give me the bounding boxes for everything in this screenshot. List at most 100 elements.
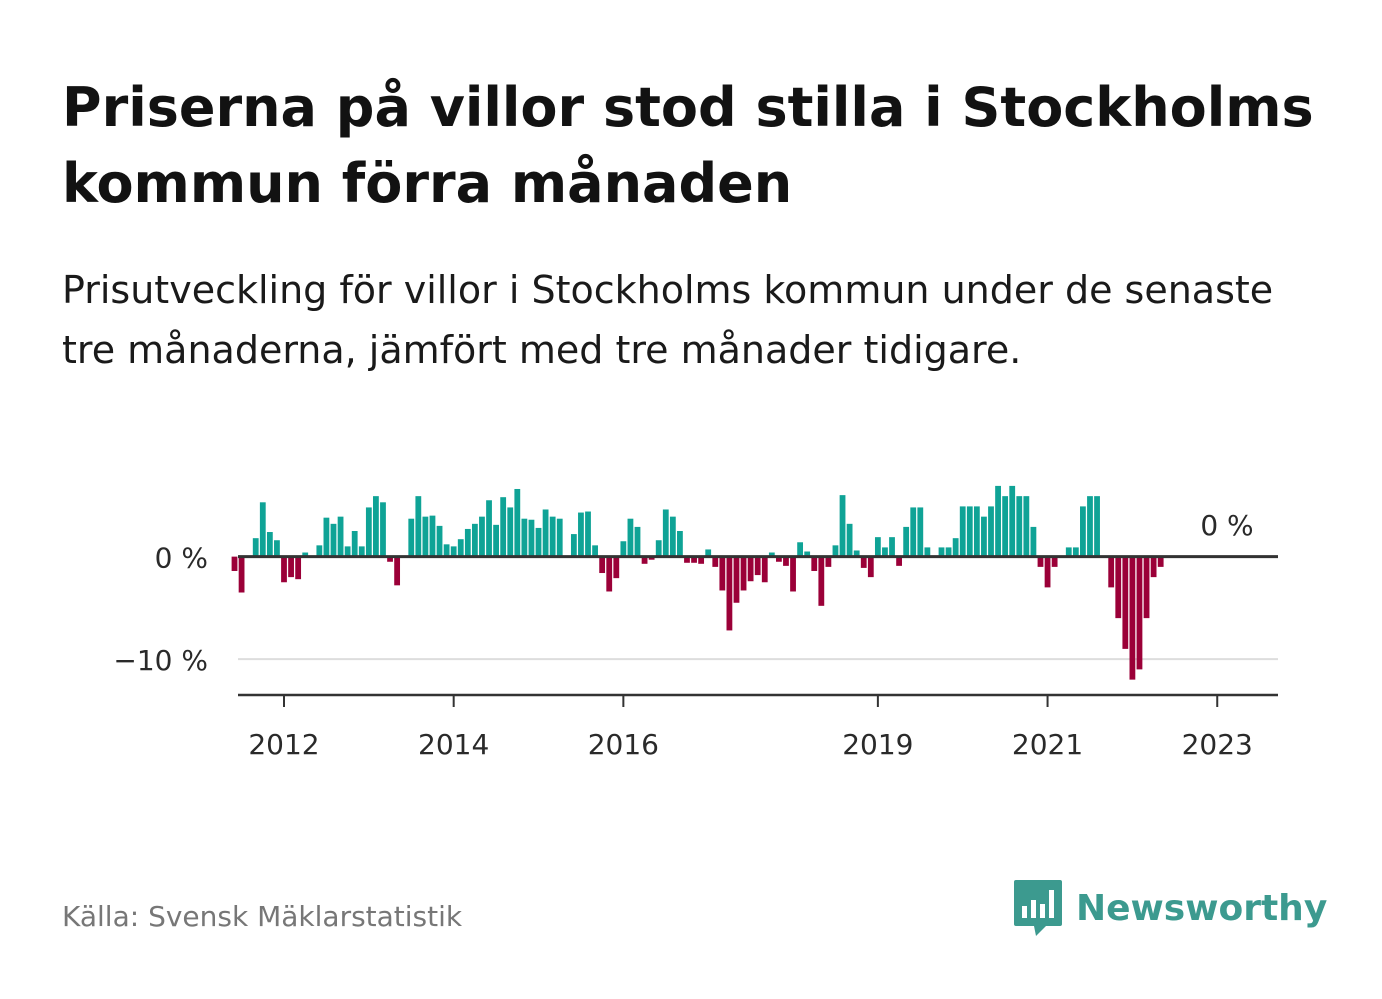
bar <box>443 544 450 557</box>
bar <box>1087 496 1093 557</box>
bar <box>1115 556 1122 619</box>
bar <box>408 518 415 557</box>
bar <box>528 519 535 557</box>
bar <box>1044 556 1051 588</box>
bar <box>1150 556 1157 578</box>
bar <box>274 540 280 557</box>
bar <box>288 556 294 578</box>
bar <box>719 556 726 591</box>
bar <box>867 556 874 578</box>
bar <box>776 556 782 562</box>
bar <box>570 534 577 557</box>
bar <box>471 523 478 557</box>
bar <box>344 546 351 557</box>
x-axis-labels: 2012 2014 2016 2019 2021 2023 <box>248 695 1253 761</box>
bar <box>521 518 528 557</box>
bar <box>726 556 733 631</box>
bar <box>846 523 853 557</box>
bar <box>938 547 945 557</box>
bar <box>1108 556 1115 588</box>
bar <box>415 496 422 557</box>
x-tick-label: 2019 <box>842 728 913 761</box>
bar <box>1002 496 1009 557</box>
bar <box>1037 556 1044 567</box>
bar <box>302 552 309 557</box>
bar <box>988 506 994 557</box>
brand-name: Newsworthy <box>1076 887 1328 929</box>
bar <box>804 551 811 557</box>
bar <box>860 556 867 568</box>
bar <box>1009 485 1016 557</box>
bar <box>549 516 556 557</box>
bar <box>839 495 846 557</box>
bar <box>677 531 683 557</box>
bar <box>783 556 789 566</box>
bar <box>599 556 606 574</box>
bar <box>889 537 895 557</box>
bar <box>323 517 330 557</box>
bar <box>655 540 662 557</box>
bar <box>1065 547 1072 557</box>
bar <box>507 507 514 557</box>
bar <box>790 556 796 592</box>
bar <box>684 556 690 563</box>
bar <box>981 516 987 557</box>
bar <box>1157 556 1164 567</box>
bar <box>698 556 705 564</box>
bar <box>330 523 337 557</box>
bar <box>266 532 273 557</box>
bar <box>917 507 924 557</box>
bar <box>556 518 563 557</box>
bar <box>365 507 372 557</box>
bar <box>1129 556 1136 680</box>
bar <box>924 547 931 557</box>
bar <box>464 528 471 557</box>
bar <box>945 547 952 557</box>
bar <box>691 556 697 563</box>
bar-series <box>231 485 1164 680</box>
bar <box>627 518 634 557</box>
bar <box>973 506 980 557</box>
bar <box>358 546 365 557</box>
x-tick-label: 2023 <box>1182 728 1253 761</box>
bar <box>1051 556 1058 567</box>
newsworthy-logo-icon <box>1014 880 1062 936</box>
bar <box>966 506 973 557</box>
bar <box>740 556 747 591</box>
y-tick-label: −10 % <box>113 644 208 677</box>
bar <box>903 526 910 557</box>
bar <box>811 556 818 571</box>
bar <box>592 545 598 557</box>
bar <box>959 506 966 557</box>
bar <box>882 547 888 557</box>
bar <box>387 556 393 562</box>
bar <box>422 516 429 557</box>
bar <box>238 556 245 593</box>
bar <box>620 541 627 557</box>
bar <box>535 527 542 557</box>
bar <box>514 488 521 557</box>
bar <box>380 502 386 557</box>
bar <box>995 485 1001 557</box>
bar <box>712 556 719 567</box>
bar <box>351 531 358 557</box>
x-tick-label: 2016 <box>588 728 659 761</box>
bar <box>1030 526 1037 557</box>
bar <box>669 516 676 557</box>
bar <box>457 539 464 557</box>
y-axis-labels: 0 % −10 % <box>113 542 208 678</box>
bar <box>479 516 485 557</box>
chart-title: Priserna på villor stod stilla i Stockho… <box>62 76 1314 215</box>
bar <box>613 556 620 579</box>
source-note: Källa: Svensk Mäklarstatistik <box>62 900 463 933</box>
bar <box>500 497 507 557</box>
bar <box>1143 556 1150 619</box>
bar <box>394 556 401 586</box>
brand-logo[interactable]: Newsworthy <box>1012 878 1327 938</box>
chart-subtitle: Prisutveckling för villor i Stockholms k… <box>62 268 1274 372</box>
bar <box>337 516 344 557</box>
bar <box>1122 556 1129 649</box>
bar <box>1136 556 1143 670</box>
bar <box>450 546 457 557</box>
